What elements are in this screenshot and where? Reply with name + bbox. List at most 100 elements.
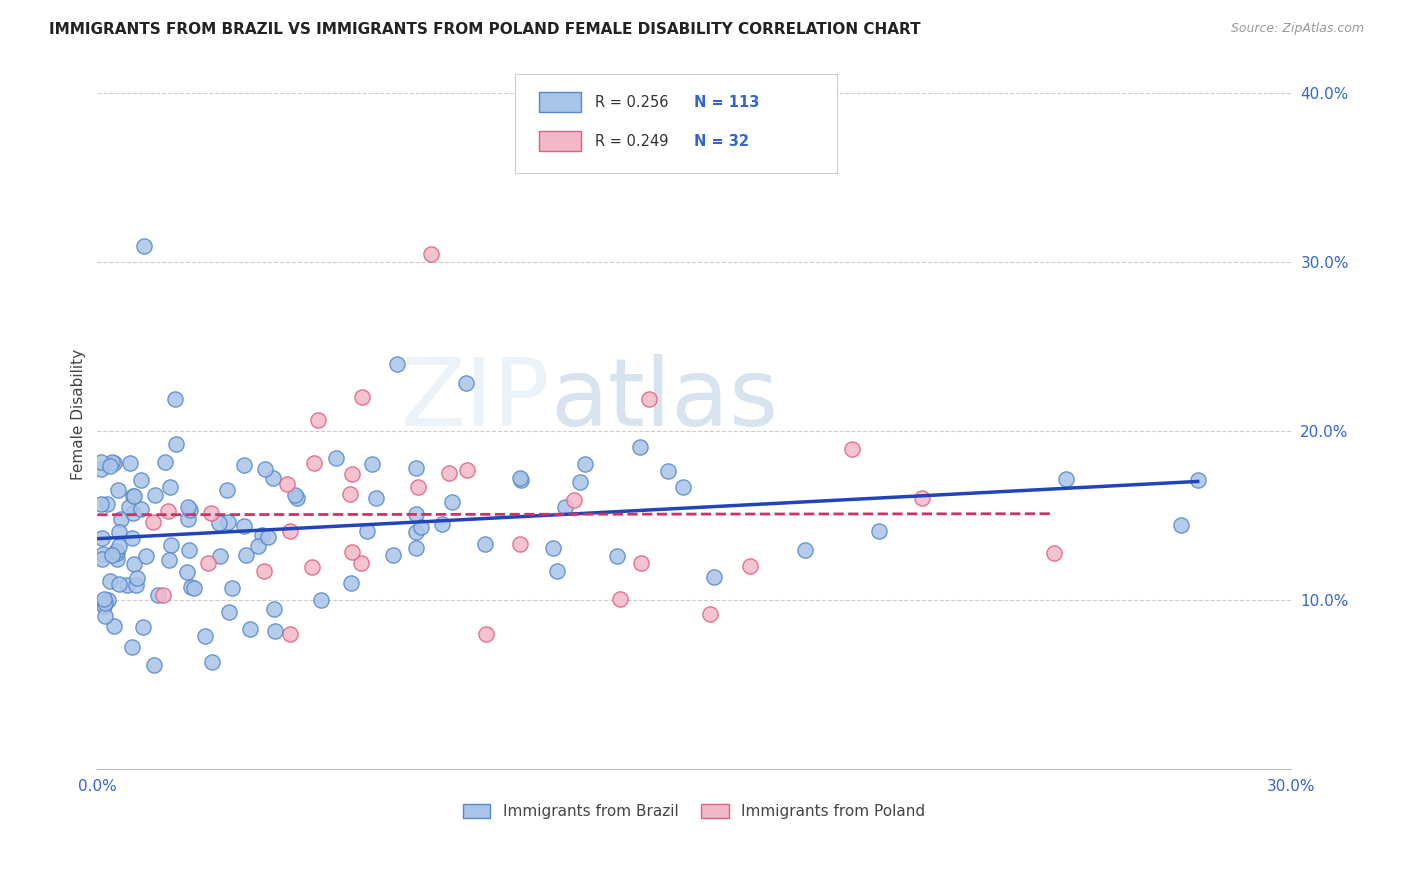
Point [221, 581, 243, 595]
Point [132, 620, 155, 634]
Point [350, 391, 373, 405]
Point [98, 574, 121, 588]
Point [159, 480, 181, 494]
Point [264, 624, 287, 639]
Point [129, 501, 152, 516]
Point [409, 520, 432, 534]
Point [160, 539, 183, 553]
Point [120, 457, 142, 471]
Point [90, 497, 112, 511]
Point [339, 487, 361, 501]
Point [360, 458, 382, 472]
Point [101, 548, 124, 562]
Point [382, 549, 405, 563]
Point [91, 551, 114, 566]
Point [456, 376, 478, 391]
Point [239, 622, 262, 636]
Point [143, 488, 166, 502]
Point [405, 460, 427, 475]
Point [90, 455, 112, 469]
Point [474, 537, 496, 551]
Point [93, 591, 115, 606]
Point [176, 565, 198, 579]
Point [142, 515, 165, 529]
Point [218, 605, 240, 619]
Point [366, 491, 388, 505]
Point [124, 489, 146, 503]
Point [285, 491, 308, 505]
Point [208, 516, 231, 531]
Point [405, 524, 427, 539]
FancyBboxPatch shape [538, 92, 581, 112]
Point [408, 480, 430, 494]
Point [562, 493, 585, 508]
Point [430, 516, 453, 531]
Point [630, 556, 652, 570]
Point [699, 607, 721, 622]
Point [284, 487, 307, 501]
Point [405, 541, 427, 555]
Point [385, 357, 408, 371]
Point [356, 524, 378, 538]
Point [1043, 546, 1066, 560]
Point [262, 471, 284, 485]
Text: N = 113: N = 113 [695, 95, 759, 110]
Point [233, 458, 256, 472]
Point [841, 442, 863, 457]
Point [104, 544, 127, 558]
Point [568, 475, 591, 489]
Text: Source: ZipAtlas.com: Source: ZipAtlas.com [1230, 22, 1364, 36]
Point [301, 559, 323, 574]
FancyBboxPatch shape [538, 131, 581, 151]
Point [247, 539, 270, 553]
Point [543, 541, 565, 556]
Point [420, 247, 443, 261]
Point [738, 559, 761, 574]
Point [118, 500, 141, 515]
Point [177, 500, 200, 515]
Point [304, 456, 326, 470]
Point [509, 470, 531, 484]
Point [217, 483, 239, 497]
Point [278, 627, 301, 641]
Point [456, 463, 478, 477]
Point [197, 557, 219, 571]
Point [121, 531, 143, 545]
Point [152, 588, 174, 602]
Point [325, 451, 347, 466]
Point [165, 392, 187, 406]
Text: ZIP: ZIP [401, 354, 551, 446]
Point [911, 491, 934, 505]
Point [179, 503, 201, 517]
Point [101, 455, 124, 469]
Point [115, 578, 138, 592]
Point [350, 556, 373, 570]
Point [672, 480, 695, 494]
Text: N = 32: N = 32 [695, 134, 749, 149]
Point [307, 413, 329, 427]
Y-axis label: Female Disability: Female Disability [72, 349, 86, 480]
Point [208, 549, 231, 563]
Point [110, 512, 132, 526]
Point [475, 627, 498, 641]
Point [93, 599, 115, 613]
Point [146, 588, 169, 602]
Point [340, 467, 363, 481]
Point [108, 539, 131, 553]
Point [132, 239, 155, 253]
Point [96, 497, 118, 511]
Point [342, 545, 364, 559]
Point [546, 565, 568, 579]
Point [253, 564, 276, 578]
Point [311, 593, 333, 607]
Point [108, 524, 131, 539]
Point [1170, 518, 1192, 533]
Point [125, 578, 148, 592]
Point [340, 575, 363, 590]
Point [233, 518, 256, 533]
Point [405, 507, 427, 521]
Point [180, 580, 202, 594]
Point [628, 440, 651, 454]
Point [1054, 472, 1077, 486]
Point [155, 455, 177, 469]
